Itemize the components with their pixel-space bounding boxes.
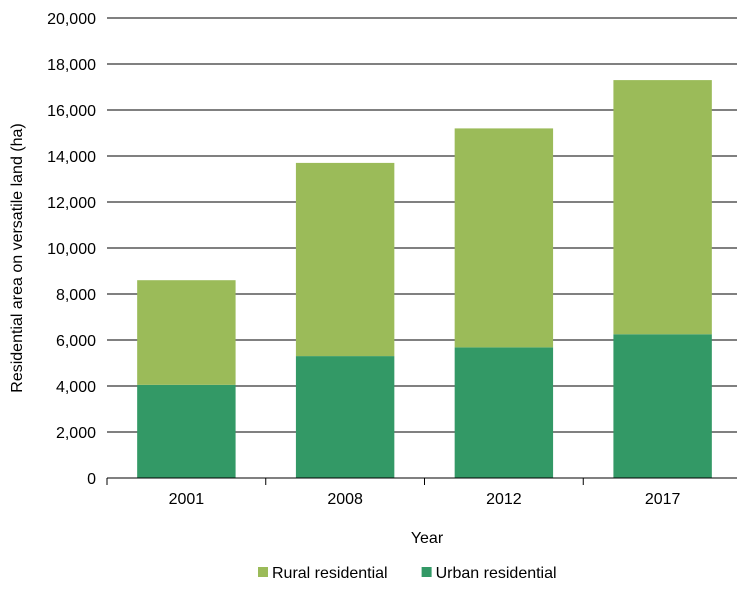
axes (106, 477, 737, 485)
bar-urban-residential-2012 (454, 347, 554, 478)
bar-rural-residential-2012 (454, 128, 554, 348)
bar-urban-residential-2008 (295, 356, 395, 478)
x-tick-label: 2012 (486, 491, 522, 508)
bars (137, 80, 712, 478)
bar-urban-residential-2001 (137, 384, 236, 478)
y-tick-label: 20,000 (47, 11, 96, 28)
y-tick-label: 6,000 (56, 333, 96, 350)
y-tick-label: 4,000 (56, 379, 96, 396)
x-tick-label: 2001 (169, 491, 205, 508)
legend-swatch-rural-residential (258, 567, 268, 577)
x-tick-label: 2017 (645, 491, 681, 508)
bar-rural-residential-2017 (613, 80, 712, 335)
y-tick-label: 2,000 (56, 425, 96, 442)
x-axis-title: Year (411, 530, 444, 547)
y-tick-label: 0 (87, 471, 96, 488)
legend: Rural residential Urban residential (258, 565, 557, 582)
legend-swatch-urban-residential (421, 567, 432, 577)
legend-label-urban-residential: Urban residential (436, 565, 557, 582)
bar-rural-residential-2008 (295, 162, 395, 357)
x-tick-label: 2008 (327, 491, 363, 508)
bar-urban-residential-2017 (613, 334, 712, 478)
y-tick-label: 16,000 (47, 103, 96, 120)
y-tick-label: 10,000 (47, 241, 96, 258)
y-axis-title: Residential area on versatile land (ha) (9, 123, 26, 392)
legend-label-rural-residential: Rural residential (272, 565, 388, 582)
x-tick-labels: 2001 2008 2012 2017 (169, 491, 681, 508)
y-tick-labels: 0 2,000 4,000 6,000 8,000 10,000 12,000 14,000 1… (47, 11, 96, 488)
y-tick-label: 14,000 (47, 149, 96, 166)
y-tick-label: 12,000 (47, 195, 96, 212)
y-tick-label: 8,000 (56, 287, 96, 304)
bar-rural-residential-2001 (137, 280, 236, 385)
y-tick-label: 18,000 (47, 57, 96, 74)
